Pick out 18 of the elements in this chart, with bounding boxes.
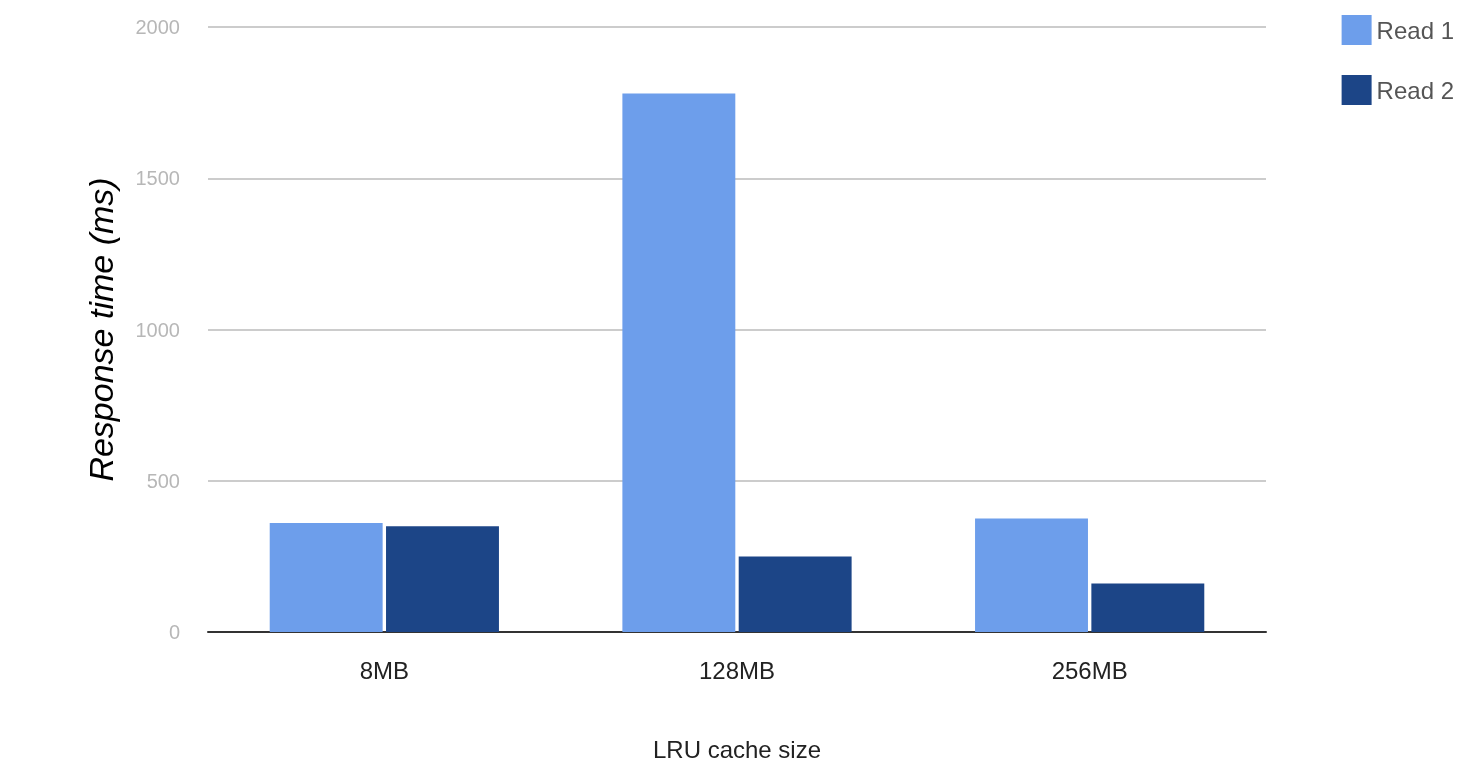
y-axis-title: Response time (ms) [82, 177, 120, 482]
legend-label: Read 1 [1376, 16, 1454, 44]
bar [386, 526, 499, 632]
bar [738, 556, 852, 632]
y-tick-label: 1500 [135, 167, 180, 190]
x-tick-label: 256MB [1051, 656, 1128, 684]
bar [1091, 583, 1205, 632]
y-tick-label: 500 [146, 469, 180, 492]
x-axis-title: LRU cache size [652, 735, 822, 763]
y-tick-label: 2000 [135, 16, 180, 38]
legend-label: Read 2 [1376, 76, 1454, 104]
y-tick-label: 0 [168, 621, 180, 643]
bar [622, 93, 736, 632]
bar [269, 523, 383, 632]
bar [975, 518, 1088, 632]
y-tick-label: 1000 [135, 318, 180, 341]
x-tick-label: 8MB [359, 656, 410, 684]
x-tick-label: 128MB [698, 656, 776, 684]
